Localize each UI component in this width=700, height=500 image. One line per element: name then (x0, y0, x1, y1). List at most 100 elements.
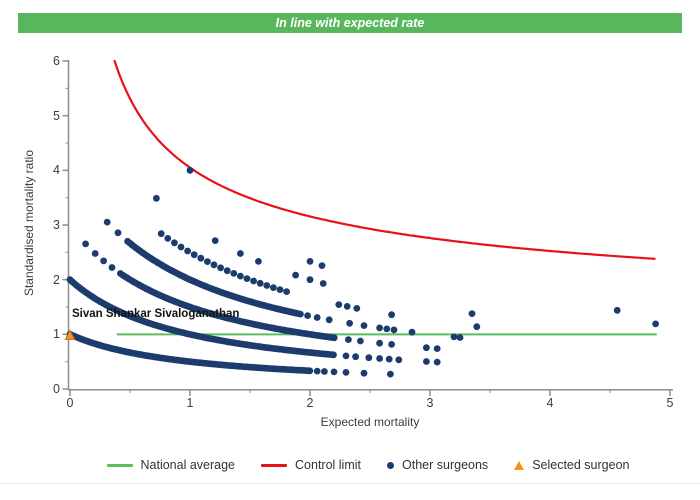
surgeon-point[interactable] (383, 325, 391, 333)
surgeon-point[interactable] (330, 351, 337, 359)
y-tick-label: 5 (53, 108, 60, 123)
surgeon-point[interactable] (335, 301, 343, 308)
surgeon-point[interactable] (243, 275, 251, 282)
surgeon-point[interactable] (343, 303, 351, 310)
status-banner-text: In line with expected rate (275, 16, 425, 30)
surgeon-point[interactable] (313, 367, 321, 375)
surgeon-point[interactable] (297, 310, 304, 318)
surgeon-point[interactable] (306, 258, 314, 265)
surgeon-point[interactable] (473, 323, 481, 331)
surgeon-point[interactable] (376, 355, 383, 362)
x-axis-title: Expected mortality (320, 415, 420, 429)
surgeon-point[interactable] (186, 166, 194, 174)
y-tick-label: 6 (53, 54, 60, 68)
surgeon-point[interactable] (313, 314, 321, 321)
surgeon-point[interactable] (103, 218, 111, 226)
surgeon-point[interactable] (388, 341, 395, 348)
surgeon-point[interactable] (346, 319, 353, 327)
surgeon-point[interactable] (256, 279, 264, 287)
surgeon-point[interactable] (306, 276, 314, 284)
surgeon-point[interactable] (319, 280, 327, 287)
surgeon-point[interactable] (270, 284, 277, 291)
surgeon-point[interactable] (164, 235, 172, 242)
surgeon-point[interactable] (321, 368, 328, 375)
surgeon-point[interactable] (210, 261, 218, 269)
legend-item-selected-surgeon[interactable]: Selected surgeon (514, 458, 629, 472)
surgeon-point[interactable] (360, 369, 368, 377)
surgeon-point[interactable] (177, 243, 185, 251)
surgeon-point[interactable] (230, 270, 238, 277)
surgeon-point[interactable] (357, 337, 364, 345)
national-average-line-swatch (106, 463, 133, 467)
surgeon-point[interactable] (376, 324, 383, 332)
surgeon-point[interactable] (82, 240, 89, 248)
selected-surgeon-label: Sivan Shankar Sivaloganathan (72, 308, 240, 320)
surgeon-point[interactable] (100, 257, 107, 265)
surgeon-point[interactable] (276, 286, 284, 293)
surgeon-point[interactable] (330, 334, 338, 342)
surgeon-point[interactable] (342, 369, 350, 376)
other-surgeons-points[interactable] (66, 166, 659, 378)
surgeon-point[interactable] (433, 358, 441, 366)
surgeon-point[interactable] (171, 239, 178, 247)
surgeon-point[interactable] (450, 333, 458, 341)
legend-label: National average (140, 458, 236, 472)
y-tick-label: 3 (53, 218, 60, 232)
selected-surgeon-marker[interactable] (64, 329, 76, 340)
surgeon-point[interactable] (283, 288, 290, 295)
surgeon-point[interactable] (197, 254, 205, 262)
surgeon-point[interactable] (153, 194, 160, 202)
surgeon-point[interactable] (390, 326, 398, 334)
surgeon-point[interactable] (342, 352, 350, 360)
surgeon-point[interactable] (157, 230, 165, 238)
surgeon-point[interactable] (237, 272, 244, 280)
surgeon-point[interactable] (330, 368, 338, 376)
surgeon-point[interactable] (352, 353, 359, 361)
selected-surgeon-triangle-swatch (514, 460, 525, 470)
surgeon-point[interactable] (423, 358, 430, 365)
surgeon-point[interactable] (217, 264, 225, 272)
surgeon-point[interactable] (365, 354, 373, 362)
surgeon-point[interactable] (250, 277, 257, 285)
surgeon-point[interactable] (395, 356, 403, 364)
surgeon-point[interactable] (190, 251, 198, 259)
surgeon-point[interactable] (91, 250, 99, 257)
surgeon-point[interactable] (385, 355, 393, 363)
y-tick-label: 0 (53, 382, 60, 396)
surgeon-point[interactable] (318, 262, 326, 269)
surgeon-point[interactable] (613, 306, 621, 314)
surgeon-point[interactable] (423, 344, 430, 352)
legend-item-national-average[interactable]: National average (106, 458, 236, 472)
surgeon-point[interactable] (325, 316, 333, 324)
surgeon-point[interactable] (652, 320, 659, 328)
legend-label: Control limit (295, 458, 362, 472)
surgeon-point[interactable] (376, 339, 383, 347)
y-tick-label: 1 (53, 327, 60, 342)
surgeon-point[interactable] (456, 334, 464, 341)
surgeon-point[interactable] (345, 336, 352, 343)
legend-item-other-surgeons[interactable]: Other surgeons (387, 458, 488, 472)
surgeon-point[interactable] (306, 367, 314, 375)
surgeon-point[interactable] (184, 247, 192, 255)
surgeon-point[interactable] (353, 305, 361, 312)
surgeon-point[interactable] (468, 310, 476, 317)
surgeon-point[interactable] (263, 282, 271, 289)
y-tick-label: 4 (53, 163, 60, 178)
surgeon-point[interactable] (304, 312, 311, 319)
surgeon-point[interactable] (255, 258, 262, 265)
surgeon-point[interactable] (211, 237, 219, 245)
surgeon-point[interactable] (204, 258, 211, 265)
surgeon-point[interactable] (292, 271, 299, 279)
surgeon-point[interactable] (388, 311, 395, 319)
surgeon-point[interactable] (433, 345, 441, 352)
surgeon-point[interactable] (360, 322, 368, 329)
surgeon-point[interactable] (223, 267, 231, 275)
surgeon-point[interactable] (408, 328, 416, 336)
x-tick-label: 0 (66, 396, 74, 410)
surgeon-point[interactable] (387, 370, 394, 378)
surgeon-point[interactable] (108, 264, 116, 271)
surgeon-point[interactable] (114, 229, 122, 237)
other-surgeons-dot-swatch (387, 461, 395, 469)
legend-item-control-limit[interactable]: Control limit (261, 458, 361, 472)
surgeon-point[interactable] (237, 250, 244, 257)
